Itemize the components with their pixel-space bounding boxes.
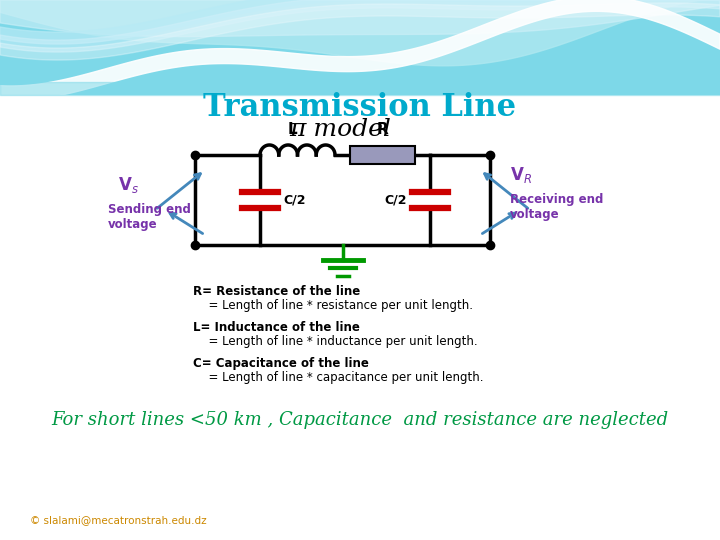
Text: For short lines <50 km , Capacitance  and resistance are neglected: For short lines <50 km , Capacitance and… (51, 411, 669, 429)
Text: Transmission Line: Transmission Line (204, 91, 516, 123)
Text: R: R (377, 122, 388, 137)
Text: V$_R$: V$_R$ (510, 165, 532, 185)
Text: C= Capacitance of the line: C= Capacitance of the line (193, 357, 369, 370)
Text: L: L (288, 122, 297, 137)
Text: = Length of line * resistance per unit length.: = Length of line * resistance per unit l… (201, 299, 473, 312)
Text: V$_s$: V$_s$ (118, 175, 139, 195)
Text: R= Resistance of the line: R= Resistance of the line (193, 285, 360, 298)
Text: Receiving end
voltage: Receiving end voltage (510, 193, 603, 221)
Bar (350, 146, 415, 164)
Text: © slalami@mecatronstrah.edu.dz: © slalami@mecatronstrah.edu.dz (30, 515, 207, 525)
Text: L= Inductance of the line: L= Inductance of the line (193, 321, 360, 334)
Bar (0, 0, 720, 95)
Text: C/2: C/2 (283, 193, 305, 206)
Text: Sending end
voltage: Sending end voltage (108, 203, 191, 231)
Text: C/2: C/2 (384, 193, 407, 206)
Text: π model: π model (289, 118, 391, 141)
Text: = Length of line * capacitance per unit length.: = Length of line * capacitance per unit … (201, 371, 484, 384)
Text: = Length of line * inductance per unit length.: = Length of line * inductance per unit l… (201, 335, 477, 348)
